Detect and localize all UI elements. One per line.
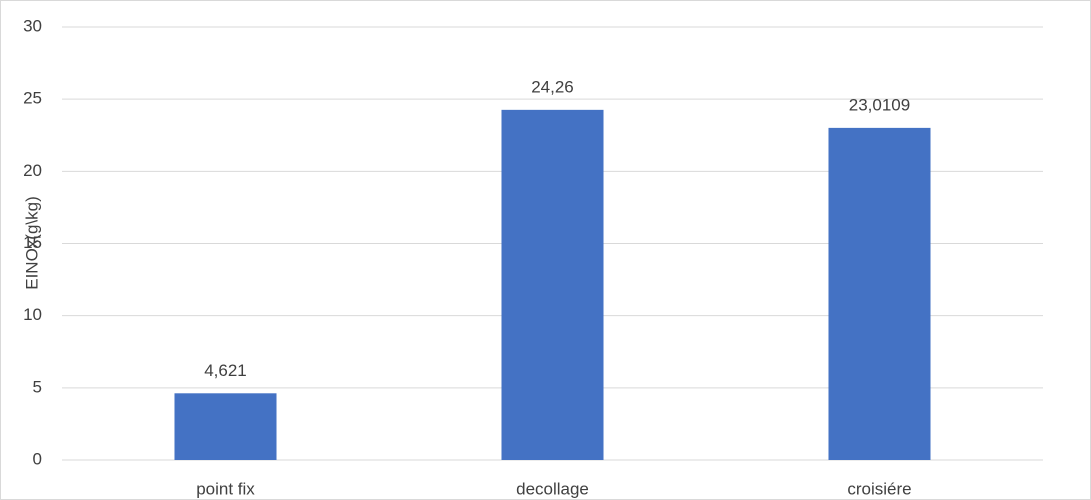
bar xyxy=(501,109,604,460)
bar xyxy=(174,393,277,460)
y-tick-label: 10 xyxy=(23,305,42,324)
x-tick-label: croisiére xyxy=(847,479,911,498)
y-tick-label: 30 xyxy=(23,16,42,35)
y-tick-label: 15 xyxy=(23,233,42,252)
x-tick-label: point fix xyxy=(196,479,255,498)
y-axis-title: EINOx(g\kg) xyxy=(22,196,41,290)
data-label: 23,0109 xyxy=(849,95,910,114)
x-tick-label: decollage xyxy=(516,479,589,498)
y-tick-label: 0 xyxy=(33,449,42,468)
bar xyxy=(828,127,931,460)
data-label: 4,621 xyxy=(204,361,247,380)
y-tick-label: 5 xyxy=(33,377,42,396)
y-tick-label: 20 xyxy=(23,161,42,180)
data-label: 24,26 xyxy=(531,77,574,96)
y-tick-label: 25 xyxy=(23,89,42,108)
